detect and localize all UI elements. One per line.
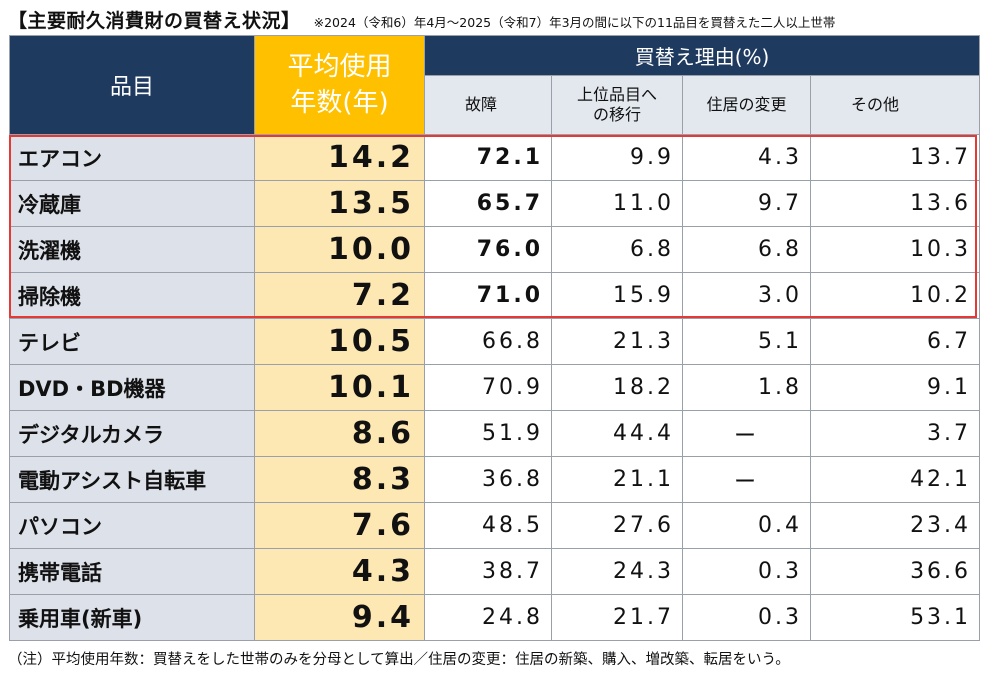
row-breakdown: 38.7 [424, 548, 552, 595]
header-years: 平均使用 年数(年) [254, 35, 425, 135]
header-reasons: 買替え理由(%) [423, 35, 981, 76]
page-title: 【主要耐久消費財の買替え状況】 [8, 10, 301, 32]
row-breakdown: 76.0 [424, 226, 552, 273]
row-relocation: 0.3 [682, 548, 811, 595]
row-relocation: 0.3 [682, 594, 811, 641]
table-row: パソコン 7.6 48.5 27.6 0.4 23.4 [9, 502, 981, 549]
row-upgrade: 6.8 [551, 226, 683, 273]
table-row: デジタルカメラ 8.6 51.9 44.4 ー 3.7 [9, 410, 981, 457]
row-relocation: 3.0 [682, 272, 811, 319]
replacement-table: 品目 平均使用 年数(年) 買替え理由(%) 故障 上位品目へ の移行 住居の変… [9, 35, 981, 641]
table-row: 冷蔵庫 13.5 65.7 11.0 9.7 13.6 [9, 180, 981, 227]
row-relocation: 0.4 [682, 502, 811, 549]
row-years: 10.5 [254, 318, 425, 365]
header-upgrade: 上位品目へ の移行 [551, 75, 683, 135]
row-item: デジタルカメラ [9, 410, 255, 457]
table-row: テレビ 10.5 66.8 21.3 5.1 6.7 [9, 318, 981, 365]
row-relocation: 6.8 [682, 226, 811, 273]
row-relocation: 4.3 [682, 134, 811, 181]
row-years: 10.1 [254, 364, 425, 411]
header-years-line2: 年数(年) [290, 88, 389, 118]
row-upgrade: 11.0 [551, 180, 683, 227]
row-upgrade: 21.3 [551, 318, 683, 365]
header-breakdown: 故障 [424, 75, 552, 135]
row-item: エアコン [9, 134, 255, 181]
row-other: 10.3 [809, 226, 981, 273]
header-upgrade-line2: の移行 [592, 105, 641, 124]
row-breakdown: 70.9 [424, 364, 552, 411]
table-row: 洗濯機 10.0 76.0 6.8 6.8 10.3 [9, 226, 981, 273]
row-breakdown: 66.8 [424, 318, 552, 365]
row-breakdown: 24.8 [424, 594, 552, 641]
table-row: 乗用車(新車) 9.4 24.8 21.7 0.3 53.1 [9, 594, 981, 641]
row-other: 53.1 [809, 594, 981, 641]
row-relocation: 9.7 [682, 180, 811, 227]
row-other: 13.6 [809, 180, 981, 227]
table-row: エアコン 14.2 72.1 9.9 4.3 13.7 [9, 134, 981, 181]
row-relocation: 5.1 [682, 318, 811, 365]
row-other: 36.6 [809, 548, 981, 595]
row-breakdown: 51.9 [424, 410, 552, 457]
row-breakdown: 48.5 [424, 502, 552, 549]
row-item: パソコン [9, 502, 255, 549]
row-upgrade: 27.6 [551, 502, 683, 549]
row-years: 8.3 [254, 456, 425, 503]
table-row: DVD・BD機器 10.1 70.9 18.2 1.8 9.1 [9, 364, 981, 411]
row-item: DVD・BD機器 [9, 364, 255, 411]
row-years: 4.3 [254, 548, 425, 595]
row-item: 乗用車(新車) [9, 594, 255, 641]
row-years: 8.6 [254, 410, 425, 457]
row-relocation: 1.8 [682, 364, 811, 411]
row-relocation: ー [682, 456, 811, 503]
footnote: （注）平均使用年数：買替えをした世帯のみを分母として算出／住居の変更：住居の新築… [8, 652, 790, 668]
row-item: 冷蔵庫 [9, 180, 255, 227]
header-item: 品目 [9, 35, 255, 135]
row-years: 7.6 [254, 502, 425, 549]
row-years: 10.0 [254, 226, 425, 273]
row-upgrade: 24.3 [551, 548, 683, 595]
row-other: 6.7 [809, 318, 981, 365]
row-upgrade: 9.9 [551, 134, 683, 181]
row-other: 42.1 [809, 456, 981, 503]
row-upgrade: 18.2 [551, 364, 683, 411]
table-row: 電動アシスト自転車 8.3 36.8 21.1 ー 42.1 [9, 456, 981, 503]
row-other: 10.2 [809, 272, 981, 319]
row-other: 9.1 [809, 364, 981, 411]
row-upgrade: 21.1 [551, 456, 683, 503]
row-other: 3.7 [809, 410, 981, 457]
row-other: 13.7 [809, 134, 981, 181]
header-upgrade-line1: 上位品目へ [576, 85, 657, 104]
header-other: その他 [809, 75, 981, 135]
row-item: 電動アシスト自転車 [9, 456, 255, 503]
table-row: 掃除機 7.2 71.0 15.9 3.0 10.2 [9, 272, 981, 319]
row-years: 13.5 [254, 180, 425, 227]
row-item: 洗濯機 [9, 226, 255, 273]
row-years: 9.4 [254, 594, 425, 641]
row-item: 掃除機 [9, 272, 255, 319]
row-upgrade: 21.7 [551, 594, 683, 641]
row-breakdown: 72.1 [424, 134, 552, 181]
row-relocation: ー [682, 410, 811, 457]
row-item: テレビ [9, 318, 255, 365]
row-upgrade: 44.4 [551, 410, 683, 457]
row-years: 7.2 [254, 272, 425, 319]
row-upgrade: 15.9 [551, 272, 683, 319]
row-breakdown: 71.0 [424, 272, 552, 319]
row-years: 14.2 [254, 134, 425, 181]
survey-note: ※2024（令和6）年4月～2025（令和7）年3月の間に以下の11品目を買替え… [313, 15, 836, 30]
header-years-line1: 平均使用 [287, 52, 392, 82]
row-item: 携帯電話 [9, 548, 255, 595]
row-breakdown: 36.8 [424, 456, 552, 503]
header-relocation: 住居の変更 [682, 75, 811, 135]
row-other: 23.4 [809, 502, 981, 549]
table-row: 携帯電話 4.3 38.7 24.3 0.3 36.6 [9, 548, 981, 595]
row-breakdown: 65.7 [424, 180, 552, 227]
title-line: 【主要耐久消費財の買替え状況】 ※2024（令和6）年4月～2025（令和7）年… [8, 6, 835, 34]
